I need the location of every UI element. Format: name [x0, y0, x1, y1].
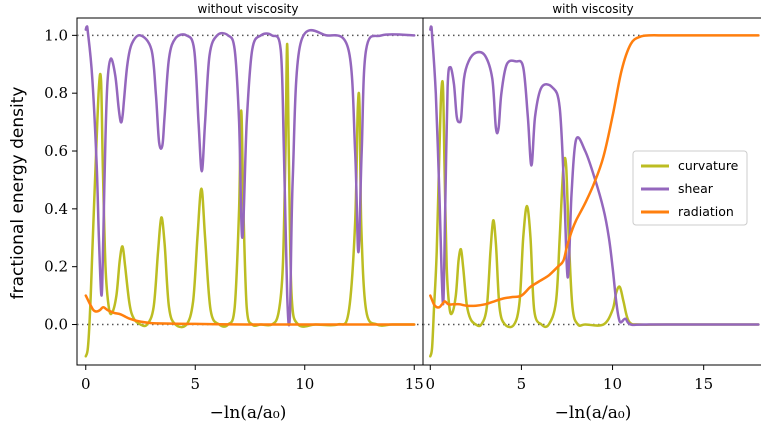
- y-tick-label: 0.2: [44, 258, 68, 276]
- x-tick-label: 0: [81, 375, 91, 393]
- y-tick-label: 0.4: [44, 200, 68, 218]
- legend-label-shear: shear: [678, 181, 714, 196]
- y-tick-label: 0.0: [44, 316, 68, 334]
- plot-frame-right: [422, 17, 761, 366]
- x-tick-label: 5: [517, 375, 527, 393]
- series-line-radiation: [84, 294, 416, 326]
- x-tick-label: 10: [295, 375, 314, 393]
- x-tick-label: 0: [426, 375, 436, 393]
- y-axis-label: fractional energy density: [8, 87, 28, 300]
- y-tick-label: 1.0: [44, 26, 68, 44]
- panel-without-viscosity: without viscosity 0.0 0.2 0.4 0.6 0.8 1.0 0 5 1…: [44, 2, 424, 423]
- panel-with-viscosity: with viscosity 0 5 10 15 −ln(a/a₀) curvatur…: [422, 2, 761, 423]
- x-tick-label: 15: [405, 375, 424, 393]
- series-line-shear: [429, 25, 760, 327]
- x-tick-label: 15: [694, 375, 713, 393]
- x-tick-label: 10: [603, 375, 622, 393]
- series-line-curvature: [84, 42, 416, 358]
- panel-title-right: with viscosity: [552, 2, 633, 16]
- series-line-curvature: [429, 79, 760, 358]
- legend-label-curvature: curvature: [678, 158, 739, 173]
- y-tick-label: 0.6: [44, 142, 68, 160]
- series-line-radiation: [429, 34, 760, 309]
- legend-box: [632, 150, 748, 226]
- legend-label-radiation: radiation: [678, 204, 734, 219]
- y-tick-label: 0.8: [44, 84, 68, 102]
- legend: curvature shear radiation: [632, 150, 748, 226]
- series-line-shear: [84, 25, 416, 327]
- x-axis-label-right: −ln(a/a₀): [555, 403, 632, 423]
- panel-title-left: without viscosity: [198, 2, 299, 16]
- x-axis-label-left: −ln(a/a₀): [210, 403, 287, 423]
- x-tick-label: 5: [190, 375, 200, 393]
